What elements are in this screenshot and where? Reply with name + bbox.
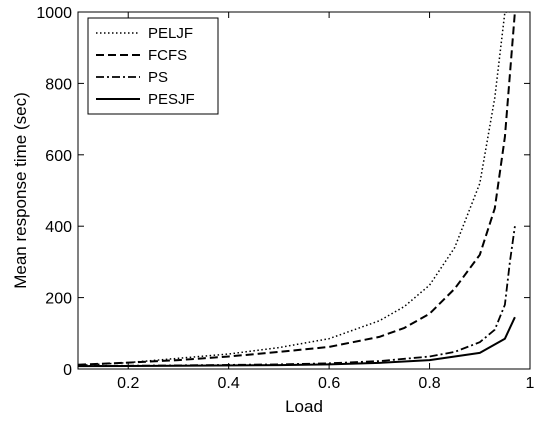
y-tick-label: 200 <box>45 291 72 308</box>
series-line-peljf <box>78 12 510 367</box>
legend-label-peljf: PELJF <box>148 25 193 42</box>
x-axis-label: Load <box>285 397 323 416</box>
legend-label-ps: PS <box>148 69 168 86</box>
x-tick-label: 0.6 <box>318 375 340 392</box>
series-line-ps <box>78 226 516 367</box>
y-tick-label: 1000 <box>36 5 72 22</box>
y-tick-label: 400 <box>45 219 72 236</box>
x-tick-label: 0.2 <box>117 375 139 392</box>
y-tick-label: 600 <box>45 148 72 165</box>
y-tick-label: 0 <box>63 362 72 379</box>
legend-label-pesjf: PESJF <box>148 91 195 108</box>
x-axis: 0.2 0.4 0.6 0.8 1 <box>117 12 535 392</box>
x-tick-label: 1 <box>526 375 535 392</box>
plot-frame <box>77 11 531 370</box>
x-tick-label: 0.4 <box>218 375 240 392</box>
x-tick-label: 0.8 <box>418 375 440 392</box>
y-axis: 0 200 400 600 800 1000 <box>36 5 530 379</box>
legend-label-fcfs: FCFS <box>148 47 187 64</box>
y-tick-label: 800 <box>45 76 72 93</box>
series-line-fcfs <box>78 12 516 366</box>
legend: PELJF FCFS PS PESJF <box>87 17 219 115</box>
y-axis-label: Mean response time (sec) <box>11 92 30 289</box>
